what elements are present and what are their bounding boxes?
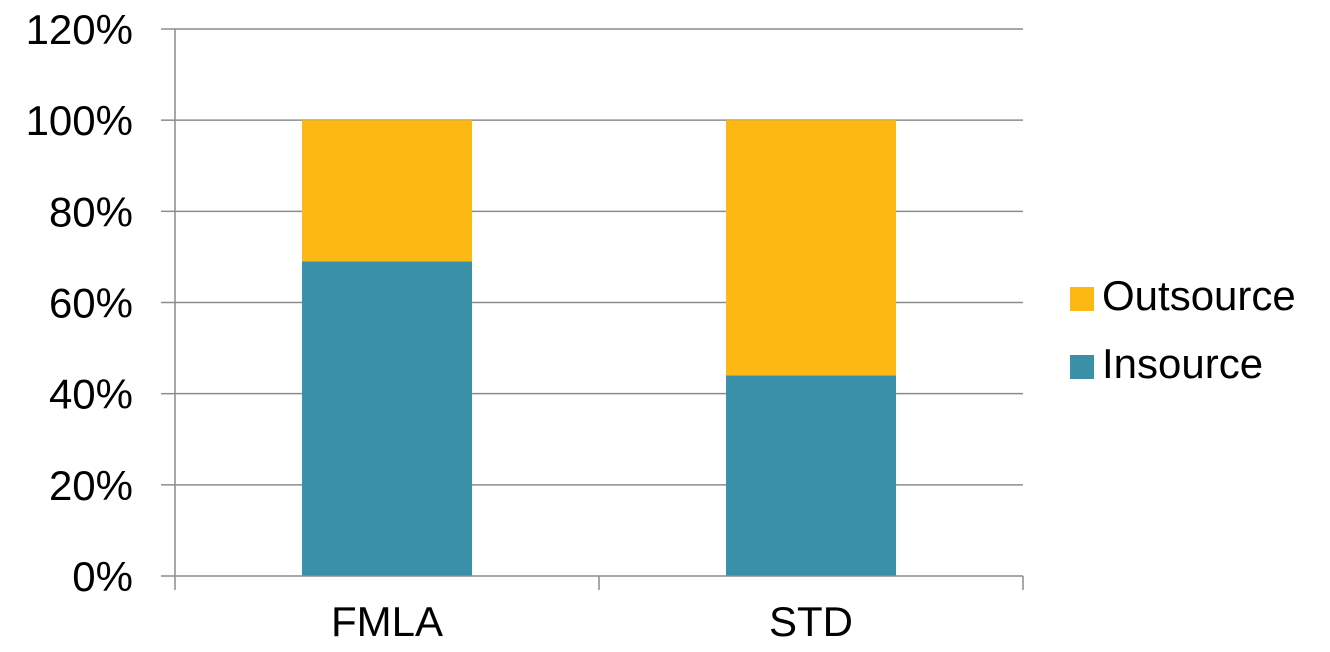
y-tick-label: 100%	[26, 97, 133, 144]
x-tick-label: FMLA	[331, 598, 443, 645]
y-tick-label: 40%	[49, 371, 133, 418]
axes	[161, 28, 1024, 590]
x-tick-label: STD	[769, 598, 853, 645]
y-tick-label: 60%	[49, 280, 133, 327]
legend-label-outsource: Outsource	[1102, 272, 1296, 319]
legend-swatch-insource	[1070, 355, 1094, 379]
bar-insource-std	[726, 375, 896, 576]
bar-outsource-fmla	[302, 120, 472, 262]
y-tick-label: 80%	[49, 188, 133, 235]
y-tick-label: 0%	[72, 553, 133, 600]
bars	[302, 120, 896, 576]
bar-outsource-std	[726, 120, 896, 376]
y-tick-label: 20%	[49, 462, 133, 509]
y-tick-label: 120%	[26, 6, 133, 53]
bar-insource-fmla	[302, 261, 472, 576]
legend: Outsource Insource	[1070, 272, 1296, 387]
legend-swatch-outsource	[1070, 287, 1094, 311]
legend-label-insource: Insource	[1102, 340, 1263, 387]
y-tick-labels: 0% 20% 40% 60% 80% 100% 120%	[26, 6, 133, 600]
x-tick-labels: FMLA STD	[331, 598, 853, 645]
